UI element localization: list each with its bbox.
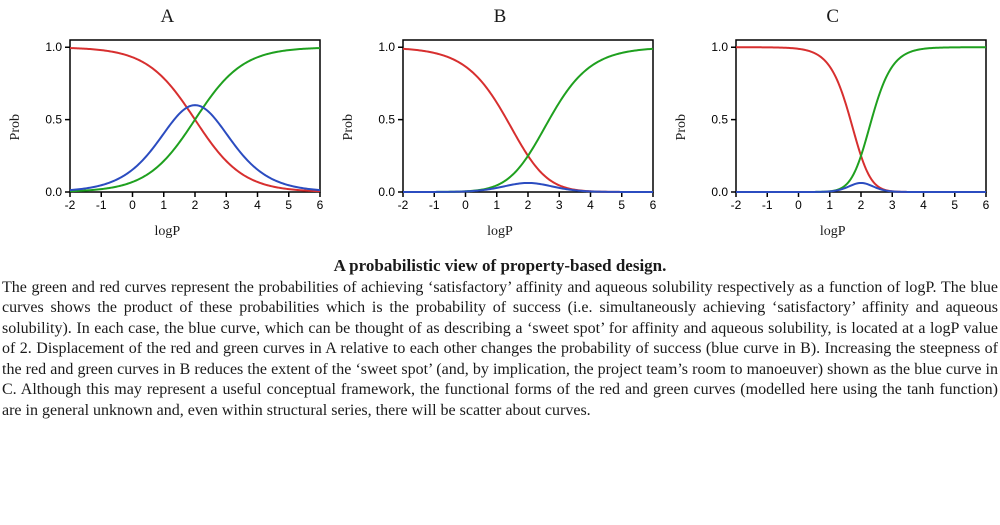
panels-row: A Prob -2 -1 0 1 2 3 4 5 6 0.0 0.5 1.0 logP B Prob -2 -1 0 1…	[8, 6, 992, 240]
blue-curve	[736, 183, 986, 192]
x-tick-label: -2	[730, 198, 741, 212]
plot-border	[736, 40, 986, 192]
chart-wrap: Prob -2 -1 0 1 2 3 4 5 6 0.0 0.5 1.0	[674, 32, 992, 222]
x-tick-label: 1	[161, 198, 168, 212]
red-curve	[736, 47, 986, 192]
y-axis-label: Prob	[8, 114, 24, 140]
green-curve	[403, 49, 653, 192]
plot-border	[403, 40, 653, 192]
x-tick-label: -2	[65, 198, 76, 212]
y-tick-label: 0.5	[46, 113, 63, 127]
green-curve	[70, 48, 320, 191]
x-tick-label: 2	[192, 198, 199, 212]
x-tick-label: -2	[398, 198, 409, 212]
chart-svg: -2 -1 0 1 2 3 4 5 6 0.0 0.5 1.0	[359, 32, 659, 222]
figure-container: A Prob -2 -1 0 1 2 3 4 5 6 0.0 0.5 1.0 logP B Prob -2 -1 0 1…	[0, 0, 1000, 244]
x-tick-label: 1	[493, 198, 500, 212]
x-tick-label: 5	[951, 198, 958, 212]
y-axis-label: Prob	[674, 114, 690, 140]
x-tick-label: 0	[462, 198, 469, 212]
x-tick-label: -1	[762, 198, 773, 212]
blue-curve	[403, 183, 653, 192]
x-axis-label: logP	[154, 224, 180, 240]
x-tick-label: 5	[618, 198, 625, 212]
x-tick-label: 4	[254, 198, 261, 212]
caption-block: A probabilistic view of property-based d…	[0, 244, 1000, 425]
y-tick-label: 0.5	[711, 113, 728, 127]
x-tick-label: 4	[920, 198, 927, 212]
green-curve	[736, 47, 986, 192]
panel-a: A Prob -2 -1 0 1 2 3 4 5 6 0.0 0.5 1.0 logP	[8, 6, 327, 240]
panel-label: B	[494, 6, 507, 28]
x-tick-label: -1	[429, 198, 440, 212]
y-tick-label: 1.0	[711, 40, 728, 54]
chart-svg: -2 -1 0 1 2 3 4 5 6 0.0 0.5 1.0	[692, 32, 992, 222]
y-tick-label: 0.0	[46, 185, 63, 199]
y-tick-label: 1.0	[378, 40, 395, 54]
x-tick-label: 2	[857, 198, 864, 212]
plot-border	[70, 40, 320, 192]
y-axis-label: Prob	[341, 114, 357, 140]
panel-label: C	[826, 6, 839, 28]
panel-c: C Prob -2 -1 0 1 2 3 4 5 6 0.0 0.5 1.0 logP	[673, 6, 992, 240]
y-tick-label: 1.0	[46, 40, 63, 54]
y-tick-label: 0.0	[378, 185, 395, 199]
x-tick-label: 6	[982, 198, 989, 212]
chart-wrap: Prob -2 -1 0 1 2 3 4 5 6 0.0 0.5 1.0	[8, 32, 326, 222]
x-axis-label: logP	[820, 224, 846, 240]
panel-b: B Prob -2 -1 0 1 2 3 4 5 6 0.0 0.5 1.0 logP	[341, 6, 660, 240]
x-tick-label: 4	[587, 198, 594, 212]
x-tick-label: 0	[795, 198, 802, 212]
x-tick-label: 3	[556, 198, 563, 212]
caption-body: The green and red curves represent the p…	[2, 278, 998, 421]
x-axis-label: logP	[487, 224, 513, 240]
x-tick-label: 6	[317, 198, 324, 212]
x-tick-label: -1	[96, 198, 107, 212]
red-curve	[403, 49, 653, 192]
x-tick-label: 3	[223, 198, 230, 212]
x-tick-label: 2	[525, 198, 532, 212]
chart-svg: -2 -1 0 1 2 3 4 5 6 0.0 0.5 1.0	[26, 32, 326, 222]
x-tick-label: 1	[826, 198, 833, 212]
x-tick-label: 5	[286, 198, 293, 212]
x-tick-label: 6	[650, 198, 657, 212]
x-tick-label: 0	[129, 198, 136, 212]
y-tick-label: 0.0	[711, 185, 728, 199]
chart-wrap: Prob -2 -1 0 1 2 3 4 5 6 0.0 0.5 1.0	[341, 32, 659, 222]
x-tick-label: 3	[889, 198, 896, 212]
y-tick-label: 0.5	[378, 113, 395, 127]
caption-title: A probabilistic view of property-based d…	[2, 256, 998, 276]
panel-label: A	[160, 6, 174, 28]
